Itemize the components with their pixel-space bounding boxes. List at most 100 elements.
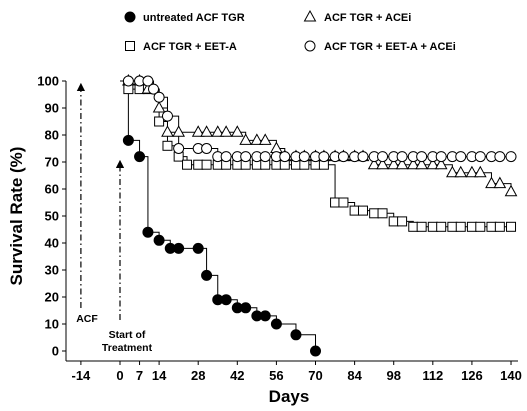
data-point	[434, 157, 448, 170]
data-point	[466, 221, 477, 232]
data-point	[436, 221, 447, 232]
legend-label: ACF TGR + EET-A	[143, 41, 237, 53]
y-tick-label: 60	[45, 182, 59, 197]
data-point	[388, 216, 399, 227]
data-point	[473, 165, 487, 178]
data-point	[240, 302, 252, 314]
x-tick-label: 70	[308, 368, 322, 383]
data-point	[270, 318, 282, 330]
series-line	[120, 80, 317, 351]
data-point	[415, 157, 428, 170]
data-point	[219, 125, 233, 137]
legend-label: ACF TGR + EET-A + ACEi	[324, 41, 456, 53]
data-point	[201, 143, 213, 154]
data-point	[161, 110, 173, 122]
data-point	[124, 11, 136, 23]
y-tick-label: 70	[45, 155, 59, 170]
data-point	[303, 9, 317, 22]
x-tick-label: 42	[230, 368, 244, 383]
data-point	[465, 165, 479, 178]
data-point	[387, 157, 401, 170]
data-point	[338, 197, 349, 208]
y-tick-label: 50	[45, 209, 59, 224]
data-point	[485, 176, 498, 189]
data-point	[220, 151, 232, 163]
data-point	[447, 221, 458, 232]
data-point	[173, 242, 185, 254]
data-point	[211, 125, 225, 137]
data-point	[142, 226, 154, 238]
data-point	[250, 133, 264, 145]
data-point	[193, 159, 204, 170]
x-tick-label: 14	[152, 368, 167, 383]
data-point	[416, 221, 427, 232]
data-point	[369, 208, 380, 219]
data-point	[122, 134, 134, 146]
data-point	[152, 100, 166, 113]
y-tick-label: 80	[45, 128, 59, 143]
y-axis-title: Survival Rate (%)	[7, 147, 26, 286]
data-point	[377, 208, 388, 219]
y-tick-label: 30	[45, 263, 59, 278]
data-point	[475, 221, 486, 232]
x-tick-label: 140	[500, 368, 522, 383]
data-point	[270, 141, 283, 153]
data-point	[125, 41, 135, 51]
x-tick-label: 112	[422, 368, 443, 383]
x-tick-label: 84	[347, 368, 362, 383]
data-point	[259, 310, 271, 322]
data-point	[427, 221, 438, 232]
y-tick-label: 40	[45, 236, 59, 251]
x-tick-label: 28	[191, 368, 205, 383]
data-point	[298, 151, 310, 163]
y-tick-label: 90	[45, 101, 59, 116]
data-point	[349, 205, 360, 216]
data-point	[337, 151, 349, 163]
data-point	[154, 116, 165, 127]
legend-label: ACF TGR + ACEi	[324, 12, 411, 24]
x-tick-label: 0	[116, 368, 123, 383]
data-point	[162, 140, 173, 151]
data-point	[201, 269, 213, 281]
x-tick-label: 56	[269, 368, 283, 383]
data-point	[426, 157, 440, 170]
data-point	[192, 242, 204, 254]
data-point	[279, 151, 291, 163]
data-point	[259, 151, 271, 163]
data-point	[153, 234, 165, 246]
data-point	[239, 133, 253, 145]
y-tick-label: 10	[45, 317, 59, 332]
data-point	[310, 345, 322, 357]
data-point	[142, 75, 154, 87]
data-point	[134, 151, 146, 163]
x-axis-title: Days	[269, 387, 310, 406]
data-point	[173, 143, 185, 154]
x-tick-label: -14	[71, 368, 91, 383]
data-point	[290, 329, 302, 341]
data-point	[200, 125, 213, 137]
data-point	[455, 151, 467, 163]
data-point	[494, 221, 505, 232]
annotation-start-line-1: Start of	[109, 329, 146, 341]
data-point	[330, 197, 341, 208]
y-tick-label: 100	[37, 74, 59, 89]
annotation-start-line-2: Treatment	[102, 342, 153, 354]
data-point	[494, 151, 506, 163]
x-tick-label: 7	[136, 368, 143, 383]
data-point	[357, 205, 368, 216]
data-point	[435, 151, 447, 163]
data-point	[406, 157, 420, 170]
x-tick-label: 126	[461, 368, 483, 383]
data-point	[505, 151, 517, 163]
data-point	[161, 125, 174, 137]
y-tick-label: 0	[52, 344, 59, 359]
data-point	[416, 151, 428, 163]
data-point	[504, 184, 518, 197]
data-point	[148, 83, 160, 95]
data-point	[258, 133, 272, 145]
data-point	[220, 294, 232, 306]
data-point	[182, 159, 193, 170]
legend-label: untreated ACF TGR	[143, 12, 245, 24]
